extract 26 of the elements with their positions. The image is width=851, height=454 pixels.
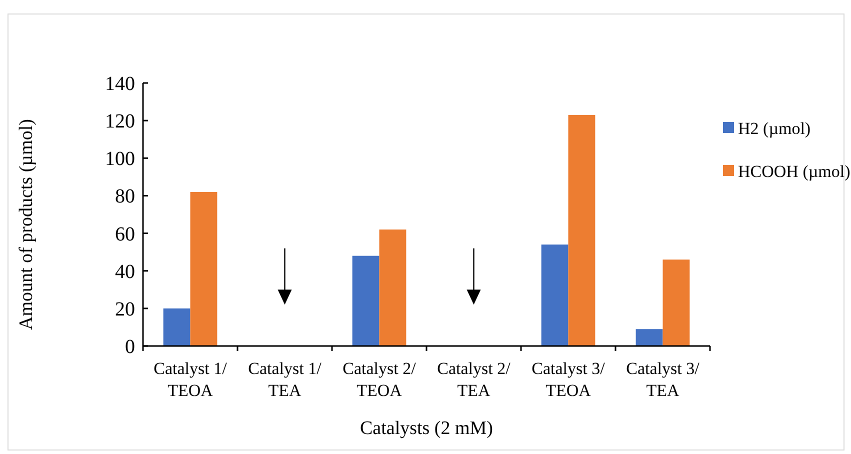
- y-tick-label: 100: [105, 148, 135, 170]
- legend-label: H2 (µmol): [738, 118, 811, 138]
- y-tick-label: 80: [115, 186, 135, 208]
- y-axis-title: Amount of products (µmol): [16, 119, 37, 330]
- x-tick-label: Catalyst 2/TEA: [437, 359, 511, 400]
- y-tick-label: 40: [115, 260, 135, 283]
- bar: [352, 256, 380, 346]
- bar: [379, 230, 406, 346]
- x-tick-label: Catalyst 3/TEA: [626, 359, 700, 400]
- bar: [568, 114, 596, 346]
- x-tick-label: Catalyst 1/TEOA: [154, 359, 228, 400]
- y-tick-label: 60: [115, 223, 135, 246]
- y-tick-label: 0: [125, 336, 135, 358]
- x-tick-label: Catalyst 2/TEOA: [342, 359, 416, 400]
- y-tick-label: 120: [105, 110, 135, 133]
- x-axis-title: Catalysts (2 mM): [360, 418, 493, 439]
- bar: [163, 308, 190, 346]
- bar: [541, 244, 568, 346]
- legend-label: HCOOH (µmol): [738, 162, 850, 181]
- x-tick-label: Catalyst 3/TEOA: [532, 359, 606, 400]
- bar: [636, 329, 663, 346]
- y-tick-label: 140: [105, 73, 135, 95]
- bar: [190, 192, 218, 346]
- bar: [662, 260, 690, 346]
- x-tick-label: Catalyst 1/TEA: [248, 359, 322, 400]
- y-tick-label: 20: [115, 298, 135, 320]
